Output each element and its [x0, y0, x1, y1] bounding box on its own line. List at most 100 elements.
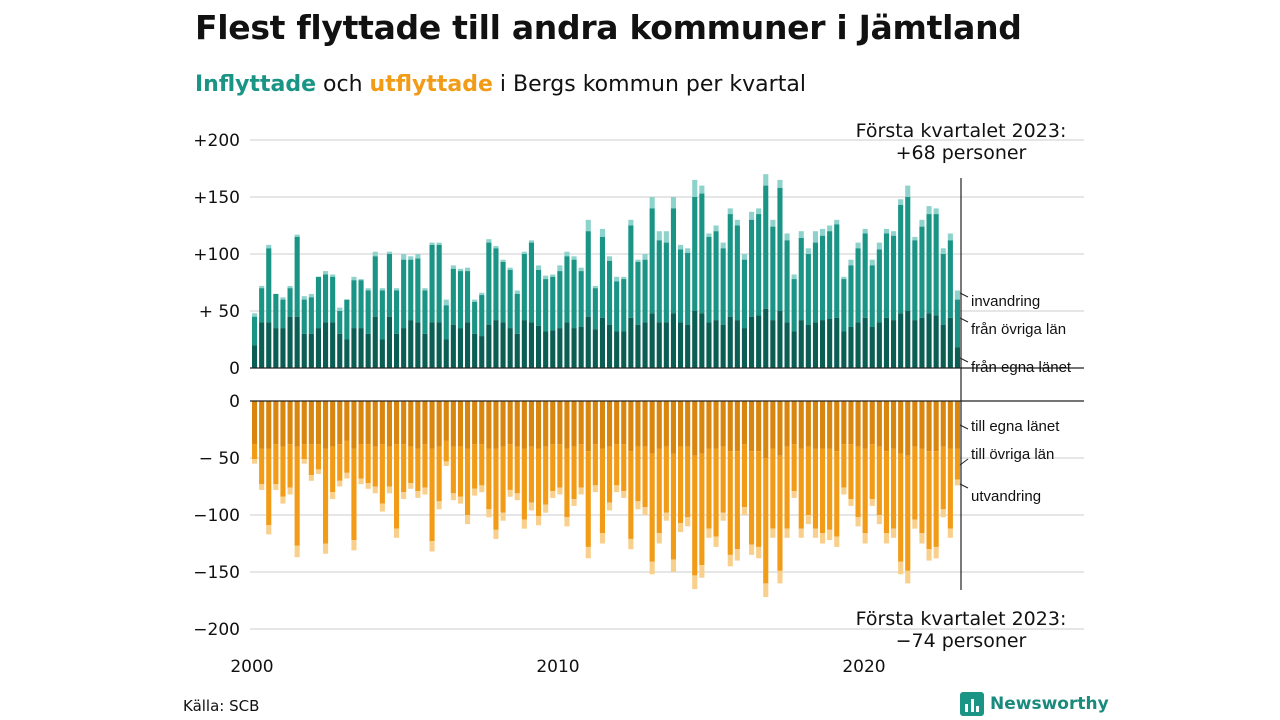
bar-out-utvandring — [507, 489, 513, 497]
bar-in-egna-lanet — [628, 317, 634, 368]
labels-group: +200 +150 +100 + 50 0 0 − 50 −100 −150 −200 2000 20… — [193, 120, 1072, 677]
bar-out-egna-lanet — [592, 401, 598, 445]
bar-in-ovriga-lan — [486, 242, 492, 325]
bar-out-utvandring — [635, 501, 641, 510]
bar-in-ovriga-lan — [543, 279, 549, 332]
bar-in-ovriga-lan — [607, 260, 613, 325]
bar-in-egna-lanet — [727, 316, 733, 368]
bar-in-invandring — [571, 256, 577, 260]
bar-in-invandring — [933, 208, 939, 215]
bar-out-ovriga-lan — [578, 444, 584, 488]
bar-in-ovriga-lan — [266, 248, 272, 323]
bar-out-ovriga-lan — [493, 448, 499, 530]
bar-out-utvandring — [947, 528, 953, 538]
bar-out-utvandring — [280, 496, 286, 504]
bar-in-egna-lanet — [678, 322, 684, 368]
bar-in-ovriga-lan — [749, 219, 755, 317]
bar-in-invandring — [699, 185, 705, 194]
bar-in-invandring — [770, 219, 776, 227]
bar-in-ovriga-lan — [841, 279, 847, 332]
y-tick-label: −200 — [193, 620, 240, 640]
bar-in-ovriga-lan — [536, 269, 542, 326]
bar-in-egna-lanet — [734, 320, 740, 368]
bar-out-utvandring — [876, 515, 882, 525]
bar-out-ovriga-lan — [323, 448, 329, 544]
bar-in-egna-lanet — [408, 320, 414, 368]
bar-out-ovriga-lan — [862, 448, 868, 534]
bar-out-egna-lanet — [571, 401, 577, 447]
bar-out-ovriga-lan — [372, 446, 378, 487]
bar-out-egna-lanet — [599, 401, 606, 449]
bar-out-utvandring — [805, 515, 811, 525]
bar-in-egna-lanet — [315, 328, 322, 368]
bar-in-ovriga-lan — [734, 225, 740, 321]
bar-out-egna-lanet — [287, 401, 293, 445]
bar-in-ovriga-lan — [685, 252, 691, 325]
bar-in-ovriga-lan — [315, 276, 322, 329]
bar-out-ovriga-lan — [557, 444, 563, 488]
bar-out-egna-lanet — [784, 401, 790, 447]
bar-in-invandring — [280, 297, 286, 300]
subtitle-out-word: utflyttade — [369, 72, 493, 97]
bar-out-utvandring — [954, 479, 961, 486]
bar-in-ovriga-lan — [422, 290, 428, 334]
bar-out-egna-lanet — [337, 401, 343, 445]
bar-in-egna-lanet — [685, 324, 691, 368]
bar-in-invandring — [820, 228, 826, 236]
segment-label-in-invandring: invandring — [971, 293, 1040, 310]
bar-out-utvandring — [912, 519, 918, 529]
bar-in-invandring — [479, 292, 485, 296]
bar-in-egna-lanet — [862, 317, 868, 368]
bar-out-egna-lanet — [394, 401, 400, 445]
bar-in-ovriga-lan — [514, 293, 520, 334]
subtitle-rest: i Bergs kommun per kvartal — [492, 72, 806, 97]
bar-in-invandring — [465, 267, 471, 272]
bar-in-egna-lanet — [607, 324, 613, 368]
bar-in-ovriga-lan — [791, 279, 797, 332]
bar-in-egna-lanet — [919, 317, 925, 368]
bar-out-ovriga-lan — [812, 448, 819, 529]
bar-in-invandring — [379, 288, 385, 291]
bar-out-egna-lanet — [294, 401, 300, 447]
bar-out-ovriga-lan — [358, 444, 364, 479]
bar-in-invandring — [443, 299, 449, 306]
bar-in-invandring — [585, 219, 591, 232]
bar-out-ovriga-lan — [507, 444, 513, 490]
bar-in-egna-lanet — [465, 322, 471, 368]
bar-out-utvandring — [550, 491, 556, 498]
bar-in-ovriga-lan — [954, 299, 961, 348]
bar-in-egna-lanet — [528, 322, 535, 368]
bar-out-utvandring — [372, 486, 378, 494]
bar-out-ovriga-lan — [891, 448, 897, 529]
bar-in-ovriga-lan — [365, 290, 371, 334]
bar-out-ovriga-lan — [280, 446, 286, 497]
bar-in-egna-lanet — [379, 339, 385, 368]
bar-in-invandring — [798, 231, 804, 239]
bar-out-ovriga-lan — [905, 455, 911, 571]
bar-out-egna-lanet — [486, 401, 492, 449]
bar-out-utvandring — [323, 543, 329, 554]
bar-out-utvandring — [791, 491, 797, 498]
bar-out-utvandring — [933, 546, 939, 559]
bar-out-egna-lanet — [805, 401, 811, 447]
bar-out-ovriga-lan — [472, 444, 478, 489]
axes-group — [250, 178, 1084, 590]
bar-out-utvandring — [891, 528, 897, 538]
bar-out-utvandring — [386, 486, 393, 494]
bar-in-egna-lanet — [791, 331, 797, 368]
bar-in-invandring — [713, 225, 719, 232]
bar-in-ovriga-lan — [912, 240, 918, 321]
bar-in-invandring — [912, 236, 918, 241]
bar-in-invandring — [614, 276, 620, 282]
bar-in-invandring — [521, 251, 527, 254]
bar-out-egna-lanet — [713, 401, 719, 449]
bar-in-egna-lanet — [578, 326, 584, 368]
bar-in-invandring — [337, 307, 343, 311]
bar-out-utvandring — [649, 561, 655, 575]
bar-in-ovriga-lan — [649, 208, 655, 314]
bar-in-ovriga-lan — [919, 226, 925, 318]
bar-in-invandring — [500, 259, 506, 262]
bar-in-ovriga-lan — [386, 254, 393, 317]
bar-in-ovriga-lan — [812, 242, 819, 323]
bar-in-ovriga-lan — [323, 274, 329, 323]
